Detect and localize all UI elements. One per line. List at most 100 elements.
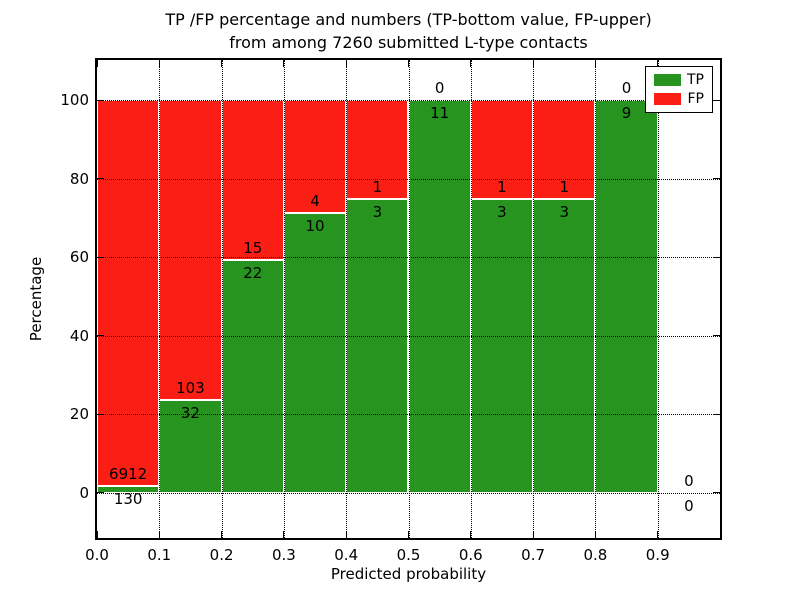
x-tick-mark (470, 531, 472, 538)
bar-count-label-fp: 103 (176, 378, 205, 397)
plot-area (95, 58, 722, 540)
y-tick-mark (97, 413, 104, 415)
bar-segment-fp (159, 100, 222, 400)
y-tick-mark (97, 256, 104, 258)
x-tick-mark (221, 531, 223, 538)
bar-count-label-fp: 0 (621, 79, 632, 98)
bar-count-label-fp: 6912 (109, 464, 148, 483)
y-tick-label: 100 (60, 91, 89, 110)
gridline-vertical (533, 60, 535, 538)
gridline-vertical (159, 60, 161, 538)
x-tick-mark-top (594, 60, 596, 67)
bar-segment-tp (221, 259, 284, 493)
bar-count-label-fp: 4 (310, 191, 320, 210)
y-tick-mark-right (713, 413, 720, 415)
y-tick-mark-right (713, 178, 720, 180)
bar-count-label-fp: 0 (434, 79, 445, 98)
bar-segment-fp (97, 100, 160, 486)
bar-segment-tp (283, 212, 347, 493)
bar-segment-tp (470, 198, 534, 493)
legend-item: FP (654, 92, 704, 106)
x-tick-label: 0.7 (521, 546, 546, 564)
x-tick-mark-top (532, 60, 534, 67)
x-axis-label: Predicted probability (330, 565, 487, 583)
bar-count-label-fp: 1 (559, 177, 570, 196)
y-tick-mark-right (713, 492, 720, 494)
x-tick-mark-top (408, 60, 409, 67)
bar-count-label-tp: 0 (684, 496, 694, 515)
gridline-vertical (470, 60, 472, 538)
bar-count-label-tp: 3 (497, 202, 507, 221)
x-tick-label: 0.0 (85, 546, 109, 564)
gridline-vertical (283, 60, 285, 538)
y-tick-mark-right (713, 256, 720, 258)
bar-count-label-fp: 15 (243, 238, 263, 257)
x-tick-label: 0.4 (334, 546, 359, 564)
x-tick-mark (345, 531, 347, 538)
y-tick-label: 0 (79, 483, 89, 502)
bar-segment-fp (470, 100, 534, 199)
bar-count-label-fp: 1 (497, 177, 507, 196)
x-tick-mark (594, 531, 596, 538)
legend-item-label: TP (687, 72, 704, 88)
gridline-vertical (657, 60, 659, 538)
y-tick-label: 20 (69, 405, 89, 424)
x-tick-mark (158, 531, 160, 538)
y-tick-mark-right (713, 335, 720, 337)
x-tick-mark-top (158, 60, 160, 67)
x-tick-mark (96, 531, 98, 538)
bar-segment-fp (221, 100, 284, 260)
x-tick-label: 0.8 (583, 546, 608, 564)
x-tick-mark (408, 531, 409, 538)
bar-count-label-fp: 1 (372, 177, 383, 196)
gridline-vertical (408, 60, 410, 538)
y-tick-mark (97, 492, 104, 494)
x-tick-mark-top (345, 60, 347, 67)
gridline-vertical (221, 60, 223, 538)
y-tick-label: 80 (69, 169, 89, 188)
x-tick-mark-top (657, 60, 659, 67)
bar-count-label-tp: 32 (180, 403, 200, 422)
y-tick-label: 60 (69, 248, 89, 267)
x-tick-mark (657, 531, 659, 538)
x-tick-mark-top (221, 60, 223, 67)
bar-segment-tp (595, 100, 658, 493)
bar-count-label-tp: 3 (372, 202, 383, 221)
chart-title-line1: TP /FP percentage and numbers (TP-bottom… (165, 10, 652, 29)
y-axis-label: Percentage (27, 256, 45, 342)
x-tick-mark (532, 531, 534, 538)
bar-segment-tp (408, 100, 471, 493)
bar-count-label-tp: 3 (559, 202, 570, 221)
legend-item: TP (654, 73, 704, 87)
gridline-vertical (346, 60, 348, 538)
legend: TP FP (645, 66, 713, 113)
y-tick-mark-right (713, 99, 720, 101)
x-tick-mark-top (96, 60, 98, 67)
x-tick-label: 0.1 (147, 546, 172, 564)
y-tick-mark (97, 99, 104, 101)
legend-swatch-fp (654, 93, 681, 105)
bar-count-label-tp: 10 (305, 216, 325, 235)
gridline-vertical (595, 60, 597, 538)
legend-item-label: FP (687, 91, 705, 107)
bar-segment-tp (97, 485, 160, 493)
bar-count-label-tp: 9 (621, 104, 632, 123)
chart-title: TP /FP percentage and numbers (TP-bottom… (97, 8, 720, 54)
x-tick-label: 0.2 (209, 546, 234, 564)
x-tick-mark-top (283, 60, 285, 67)
bar-count-label-tp: 22 (243, 263, 263, 282)
x-tick-label: 0.6 (458, 546, 483, 564)
x-tick-label: 0.9 (645, 546, 670, 564)
x-tick-mark (283, 531, 285, 538)
bar-count-label-tp: 130 (113, 489, 143, 508)
y-tick-mark (97, 335, 104, 337)
x-tick-label: 0.5 (396, 546, 421, 564)
bar-segment-tp (346, 198, 409, 493)
bar-count-label-fp: 0 (684, 471, 694, 490)
x-tick-label: 0.3 (271, 546, 296, 564)
y-tick-mark (97, 178, 104, 180)
chart-title-line2: from among 7260 submitted L-type contact… (229, 33, 588, 52)
legend-swatch-tp (654, 74, 681, 86)
x-tick-mark-top (470, 60, 472, 67)
bar-count-label-tp: 11 (430, 104, 450, 123)
